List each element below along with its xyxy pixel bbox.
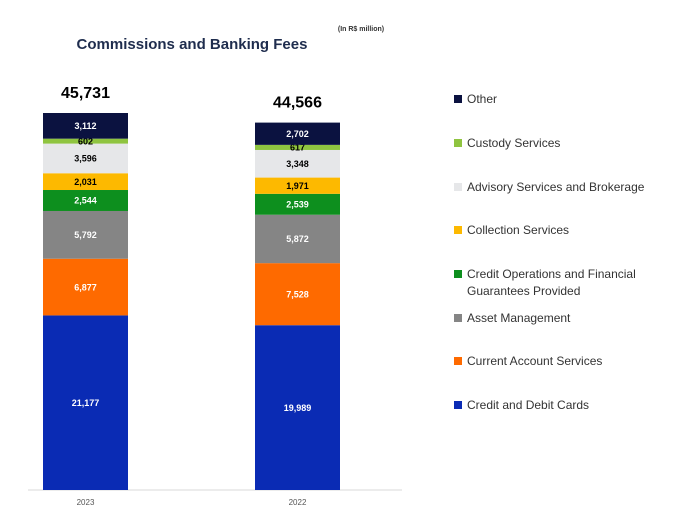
legend-label-6: Current Account Services <box>467 354 602 368</box>
segment-label-2022-3: 2,539 <box>286 199 309 209</box>
legend-swatch-2 <box>454 183 462 191</box>
legend-label-2: Advisory Services and Brokerage <box>467 180 645 194</box>
legend: Other Custody Services Advisory Services a… <box>454 92 645 412</box>
legend-swatch-6 <box>454 357 462 365</box>
bar-segment-2023-2 <box>43 210 128 259</box>
segment-label-2023-3: 2,544 <box>74 196 97 206</box>
total-label-2022: 44,566 <box>273 95 322 112</box>
bar-segment-2022-0 <box>255 325 340 490</box>
segment-label-2022-1: 7,528 <box>286 289 309 299</box>
unit-note: (In R$ million) <box>338 26 384 33</box>
bar-segment-2022-3 <box>255 193 340 215</box>
legend-swatch-7 <box>454 401 462 409</box>
segment-label-2023-7: 3,112 <box>74 121 96 131</box>
legend-label-3: Collection Services <box>467 223 569 237</box>
legend-swatch-4 <box>454 270 462 278</box>
bar-segment-2022-5 <box>255 149 340 178</box>
segment-label-2023-6: 602 <box>78 136 93 146</box>
segment-label-2022-5: 3,348 <box>286 159 309 169</box>
legend-label-1: Custody Services <box>467 136 560 150</box>
segment-label-2023-4: 2,031 <box>74 177 97 187</box>
legend-label-0: Other <box>467 92 497 106</box>
legend-label-4: Credit Operations and Financial Guarantee… <box>467 267 636 298</box>
legend-swatch-5 <box>454 314 462 322</box>
bar-segment-2022-2 <box>255 214 340 264</box>
segment-label-2023-0: 21,177 <box>72 398 100 408</box>
segment-label-2022-2: 5,872 <box>286 234 309 244</box>
x-tick-2023: 2023 <box>77 498 95 507</box>
segment-label-2022-0: 19,989 <box>284 403 312 413</box>
segment-label-2023-2: 5,792 <box>74 230 97 240</box>
chart-title: Commissions and Banking Fees <box>77 36 308 53</box>
bar-segment-2023-6 <box>43 138 128 144</box>
legend-label-5: Asset Management <box>467 311 571 325</box>
segment-label-2022-7: 2,702 <box>286 129 309 139</box>
x-tick-2022: 2022 <box>289 498 307 507</box>
segment-label-2022-4: 1,971 <box>286 181 309 191</box>
bar-segment-2023-4 <box>43 173 128 190</box>
bar-segment-2022-4 <box>255 177 340 194</box>
segment-label-2023-1: 6,877 <box>74 282 97 292</box>
bar-segment-2023-7 <box>43 113 128 139</box>
bar-segment-2022-6 <box>255 144 340 150</box>
legend-label-7: Credit and Debit Cards <box>467 398 589 412</box>
bar-segment-2022-1 <box>255 263 340 326</box>
legend-swatch-0 <box>454 95 462 103</box>
bar-segment-2023-3 <box>43 190 128 211</box>
bar-segment-2023-5 <box>43 143 128 174</box>
segment-label-2023-5: 3,596 <box>74 154 97 164</box>
bar-segment-2023-1 <box>43 258 128 316</box>
bar-segment-2022-7 <box>255 122 340 145</box>
total-label-2023: 45,731 <box>61 85 110 102</box>
bar-segment-2023-0 <box>43 315 128 490</box>
legend-swatch-3 <box>454 226 462 234</box>
legend-swatch-1 <box>454 139 462 147</box>
segment-label-2022-6: 617 <box>290 143 305 153</box>
bars-group: 21,177 6,877 5,792 2,544 2,031 3,596 602 3,112 4… <box>43 85 340 507</box>
